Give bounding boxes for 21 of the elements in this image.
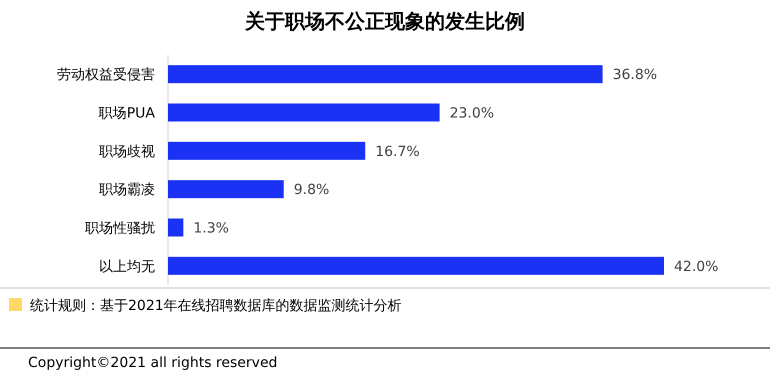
bar xyxy=(168,218,184,236)
y-tick-label: 职场性骚扰 xyxy=(85,220,155,236)
bar xyxy=(168,256,664,275)
data-label: 9.8% xyxy=(294,182,330,198)
bar xyxy=(168,104,440,122)
text: 统计规则：基于2021年在线招聘数据库的数据监测统计分析 xyxy=(30,298,402,314)
chart-title: 关于职场不公正现象的发生比例 xyxy=(244,9,525,33)
bar xyxy=(168,142,366,160)
y-tick-label: 职场PUA xyxy=(98,106,156,122)
bar xyxy=(168,65,603,84)
y-tick-label: 以上均无 xyxy=(99,258,155,275)
data-label: 1.3% xyxy=(193,220,229,236)
y-tick-label: 职场歧视 xyxy=(99,144,155,160)
bar xyxy=(168,180,284,198)
y-tick-label: 劳动权益受侵害 xyxy=(57,67,155,84)
data-label: 23.0% xyxy=(450,106,494,122)
data-label: 36.8% xyxy=(612,67,658,84)
text: Copyright©2021 all rights reserved xyxy=(28,355,278,371)
data-label: 42.0% xyxy=(674,258,718,275)
y-tick-label: 职场霸凌 xyxy=(99,182,155,198)
data-label: 16.7% xyxy=(375,144,420,160)
